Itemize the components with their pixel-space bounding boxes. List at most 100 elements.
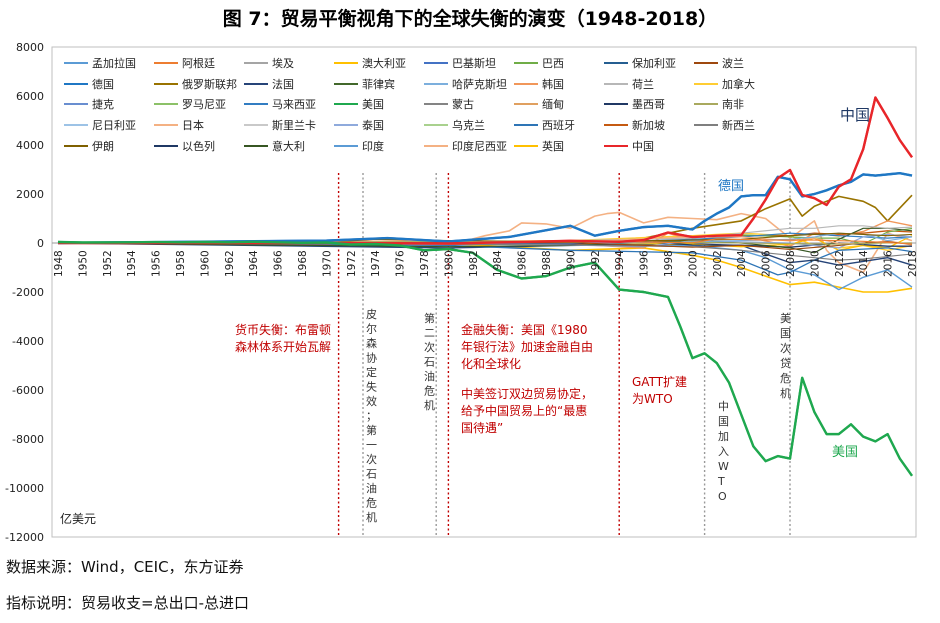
annotation-text-1973: 尔 [366, 323, 377, 336]
legend-label: 英国 [542, 139, 564, 153]
legend-label: 乌克兰 [452, 118, 485, 132]
y-tick-label: -12000 [5, 531, 44, 544]
legend-label: 新西兰 [722, 118, 755, 132]
annotation-text-1979: 危 [424, 385, 435, 398]
x-tick-label: 1964 [248, 250, 260, 277]
annotation-text-2008: 次 [780, 341, 791, 355]
x-tick-label: 1974 [370, 250, 382, 277]
y-tick-label: 0 [37, 237, 44, 250]
y-tick-label: 2000 [16, 188, 44, 201]
annotation-text-1973: 定 [366, 365, 377, 379]
annotation-text-1973: 次 [366, 452, 377, 466]
legend-label: 加拿大 [722, 77, 755, 91]
legend-label: 印度 [362, 139, 384, 153]
legend-label: 新加坡 [632, 118, 665, 132]
x-tick-label: 1952 [102, 250, 114, 277]
x-tick-label: 1958 [175, 250, 187, 277]
legend-label: 斯里兰卡 [272, 119, 316, 132]
annotation-text-2001: 中 [718, 400, 729, 413]
series-line-main [57, 240, 913, 477]
series-name-label: 美国 [832, 445, 858, 460]
x-tick-label: 1996 [639, 250, 651, 277]
y-tick-label: 8000 [16, 41, 44, 54]
x-tick-label: 1966 [273, 250, 285, 277]
annotation-text-2008: 危 [780, 372, 791, 385]
y-tick-label: -8000 [12, 433, 44, 446]
annotation-text-1971: 森林体系开始瓦解 [235, 339, 331, 354]
y-tick-label: -4000 [12, 335, 44, 348]
chart-title: 图 7：贸易平衡视角下的全球失衡的演变（1948-2018） [222, 8, 718, 30]
x-tick-label: 1968 [297, 250, 309, 277]
annotation-text-2008: 国 [780, 327, 791, 340]
x-tick-label: 2012 [834, 250, 846, 277]
annotation-text-1979: 石 [424, 356, 435, 369]
x-tick-label: 1954 [126, 250, 138, 277]
legend-label: 捷克 [92, 97, 114, 111]
x-tick-label: 1990 [565, 250, 577, 277]
x-tick-label: 1988 [541, 250, 553, 277]
legend-label: 保加利亚 [632, 56, 676, 70]
legend-label: 美国 [362, 98, 384, 111]
annotation-text-2008: 机 [780, 386, 791, 400]
annotation-text-1973: 危 [366, 497, 377, 510]
legend-label: 印度尼西亚 [452, 139, 507, 153]
series-line-20 [57, 242, 913, 261]
x-tick-label: 1994 [614, 250, 626, 277]
legend-label: 韩国 [542, 77, 564, 91]
legend-label: 中国 [632, 140, 654, 153]
series-line-3 [57, 211, 913, 274]
legend-label: 波兰 [722, 57, 744, 70]
y-tick-label: 6000 [16, 90, 44, 103]
annotation-text-1994: 为WTO [632, 392, 673, 406]
y-tick-label: -10000 [5, 482, 44, 495]
legend-label: 澳大利亚 [362, 56, 406, 70]
legend-label: 俄罗斯联邦 [182, 78, 237, 91]
x-tick-label: 2010 [809, 250, 821, 277]
legend-label: 马来西亚 [272, 98, 316, 111]
x-tick-label: 2000 [687, 250, 699, 277]
legend-label: 西班牙 [542, 119, 575, 132]
x-tick-label: 1950 [77, 250, 89, 277]
series-line-main [57, 171, 913, 245]
x-tick-label: 2002 [712, 250, 724, 277]
annotation-text-1973: 机 [366, 510, 377, 524]
annotation-text-1973: 失 [366, 381, 377, 394]
annotation-text-1980: 给予中国贸易上的“最惠 [461, 403, 587, 418]
annotation-text-1979: 机 [424, 398, 435, 412]
y-tick-label: -6000 [12, 384, 44, 397]
annotation-text-1980: 金融失衡：美国《1980 [461, 322, 588, 337]
legend-label: 菲律宾 [362, 77, 395, 91]
x-tick-label: 1972 [346, 250, 358, 277]
x-tick-label: 1960 [199, 250, 211, 277]
x-tick-label: 1986 [517, 250, 529, 277]
annotation-text-1980: 年银行法》加速金融自由 [461, 339, 593, 354]
legend-label: 泰国 [362, 118, 384, 132]
legend-label: 墨西哥 [632, 98, 665, 111]
annotation-text-1979: 次 [424, 340, 435, 354]
legend-label: 意大利 [272, 139, 305, 153]
legend-label: 南非 [722, 98, 744, 111]
series-line-13 [57, 242, 913, 276]
legend-label: 阿根廷 [182, 56, 215, 70]
legend-label: 哈萨克斯坦 [452, 77, 507, 91]
legend-label: 日本 [182, 118, 204, 132]
annotation-text-1973: 第 [366, 423, 377, 437]
annotation-text-1973: 皮 [366, 308, 377, 321]
source-note: 数据来源：Wind，CEIC，东方证券 [6, 558, 244, 576]
x-tick-label: 1962 [224, 250, 236, 277]
y-axis-unit: 亿美元 [60, 511, 96, 526]
annotation-text-1971: 货币失衡：布雷顿 [235, 322, 331, 337]
legend-label: 荷兰 [632, 78, 654, 91]
legend-label: 尼日利亚 [92, 119, 136, 132]
legend-label: 蒙古 [452, 98, 474, 111]
annotation-text-1973: ； [366, 410, 377, 423]
annotation-text-2001: 入 [718, 445, 729, 458]
series-name-label: 德国 [718, 179, 744, 194]
annotation-text-1979: 油 [424, 369, 435, 383]
x-tick-label: 1948 [53, 250, 65, 277]
series-name-label: 中国 [840, 106, 870, 124]
series-line-24 [57, 240, 913, 245]
annotation-text-1973: 油 [366, 481, 377, 495]
legend-label: 孟加拉国 [92, 56, 136, 70]
